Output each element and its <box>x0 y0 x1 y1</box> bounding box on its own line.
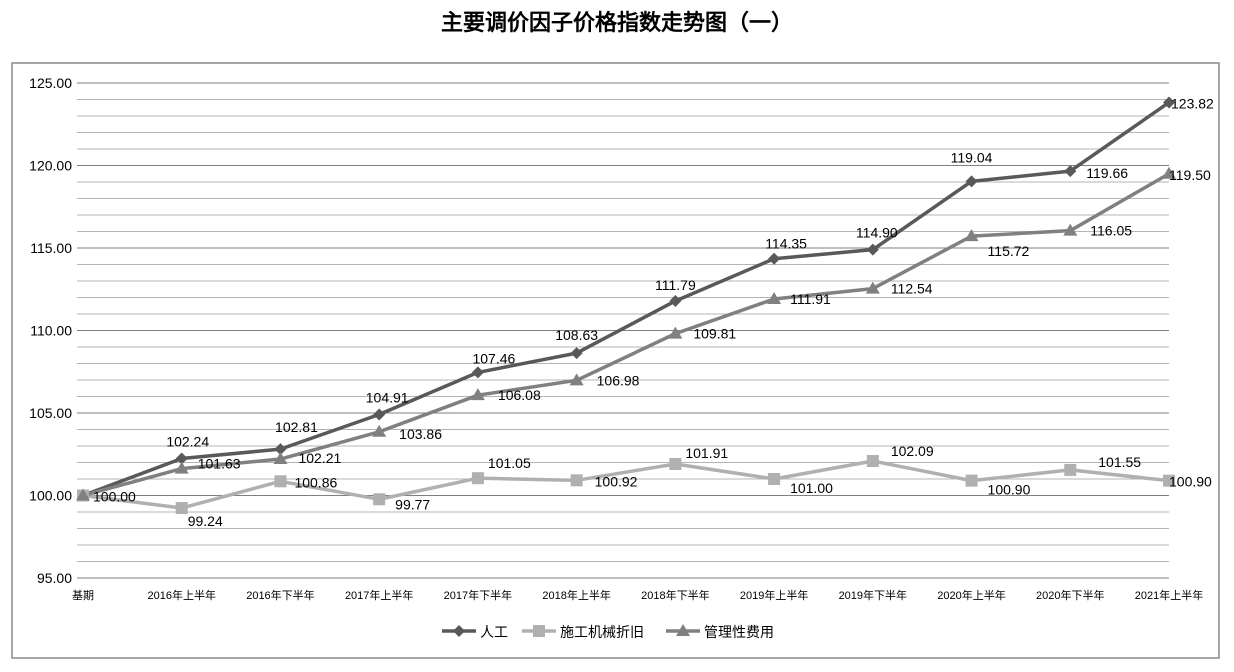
x-tick-label: 2019年上半年 <box>740 588 808 602</box>
data-point-triangle <box>174 461 189 474</box>
legend-label: 人工 <box>480 624 508 640</box>
data-label: 111.79 <box>655 277 696 293</box>
data-label: 99.77 <box>395 496 430 512</box>
data-label: 101.55 <box>1098 454 1141 470</box>
data-point-square <box>669 457 682 470</box>
data-point-triangle <box>569 373 584 386</box>
x-tick-label: 2018年下半年 <box>641 588 709 602</box>
y-tick-label: 115.00 <box>30 240 72 256</box>
data-label: 100.00 <box>93 489 136 505</box>
chart-title: 主要调价因子价格指数走势图（一） <box>441 10 793 36</box>
y-tick-label: 120.00 <box>29 158 72 174</box>
data-point-square <box>570 474 583 487</box>
y-tick-label: 105.00 <box>29 405 72 421</box>
data-point-diamond <box>669 294 682 307</box>
data-point-square <box>274 475 287 488</box>
data-point-square <box>1163 474 1175 487</box>
data-label: 115.72 <box>988 243 1030 259</box>
data-point-triangle <box>668 326 683 339</box>
data-label: 102.21 <box>298 450 341 466</box>
data-point-triangle <box>470 388 485 401</box>
data-point-diamond <box>373 408 386 421</box>
data-label: 101.63 <box>198 456 241 472</box>
series-line <box>82 459 1170 510</box>
data-point-triangle <box>767 291 782 304</box>
data-label: 116.05 <box>1090 223 1132 239</box>
data-point-square <box>175 502 188 515</box>
x-tick-label: 2017年下半年 <box>444 588 512 602</box>
data-point-diamond <box>965 175 978 188</box>
chart-frame <box>11 62 1220 659</box>
data-point-diamond <box>1064 165 1077 178</box>
data-point-diamond <box>570 347 583 360</box>
data-point-diamond <box>274 443 287 456</box>
data-point-triangle <box>964 229 979 242</box>
data-point-diamond <box>471 366 484 379</box>
x-tick-label: 2016年上半年 <box>147 588 215 602</box>
data-label: 101.00 <box>790 480 833 496</box>
data-label: 109.81 <box>693 326 736 342</box>
data-point-triangle <box>273 452 288 465</box>
data-point-diamond <box>768 252 781 265</box>
data-point-triangle <box>676 624 690 636</box>
data-label: 102.24 <box>166 434 209 450</box>
y-tick-label: 95.00 <box>37 570 72 586</box>
data-label: 101.91 <box>685 445 728 461</box>
data-label: 119.04 <box>951 149 993 165</box>
data-label: 107.46 <box>472 350 515 366</box>
legend-label: 施工机械折旧 <box>560 624 644 640</box>
data-point-diamond <box>453 625 465 637</box>
x-tick-label: 2019年下半年 <box>839 588 907 602</box>
data-label: 112.54 <box>891 281 933 297</box>
data-label: 102.81 <box>275 419 318 435</box>
series-line <box>82 172 1170 498</box>
y-tick-label: 125.00 <box>29 75 72 91</box>
x-tick-label: 2020年上半年 <box>937 588 1005 602</box>
y-tick-label: 110.00 <box>30 323 72 339</box>
data-label: 104.91 <box>366 389 409 405</box>
data-label: 100.90 <box>1169 474 1212 490</box>
x-tick-label: 2018年上半年 <box>542 588 610 602</box>
series-line <box>82 101 1170 498</box>
data-point-triangle <box>865 281 880 294</box>
data-label: 114.35 <box>765 236 807 252</box>
data-point-square <box>768 473 781 485</box>
data-label: 103.86 <box>399 426 442 442</box>
x-tick-label: 2017年上半年 <box>345 588 413 602</box>
data-point-triangle <box>372 424 387 437</box>
data-label: 106.98 <box>597 372 640 388</box>
data-label: 119.66 <box>1086 165 1128 181</box>
data-label: 108.63 <box>555 327 598 343</box>
legend-label: 管理性费用 <box>704 624 774 640</box>
data-point-square <box>965 474 978 487</box>
x-tick-label: 基期 <box>72 589 94 602</box>
data-point-triangle <box>76 488 90 501</box>
data-point-triangle <box>1162 166 1176 179</box>
data-label: 123.82 <box>1171 95 1214 111</box>
data-label: 114.90 <box>856 225 898 241</box>
data-label: 102.09 <box>891 443 934 459</box>
data-label: 100.90 <box>988 482 1031 498</box>
data-label: 106.08 <box>498 387 541 403</box>
data-label: 101.05 <box>488 455 531 471</box>
x-tick-label: 2020年下半年 <box>1036 588 1104 602</box>
data-point-square <box>1064 463 1077 476</box>
data-point-square <box>373 493 386 506</box>
data-point-square <box>471 472 484 485</box>
data-label: 111.91 <box>790 291 831 307</box>
data-label: 100.92 <box>595 473 638 489</box>
x-tick-label: 2016年下半年 <box>246 588 314 602</box>
data-point-triangle <box>1063 223 1078 236</box>
data-point-square <box>866 455 879 468</box>
data-label: 100.86 <box>294 474 337 490</box>
y-tick-label: 100.00 <box>29 488 72 504</box>
x-tick-label: 2021年上半年 <box>1135 588 1203 602</box>
data-label: 119.50 <box>1169 167 1211 183</box>
data-point-square <box>533 625 545 637</box>
data-point-diamond <box>175 452 188 465</box>
data-label: 99.24 <box>188 513 223 529</box>
data-point-diamond <box>1163 96 1175 109</box>
data-point-diamond <box>866 243 879 256</box>
